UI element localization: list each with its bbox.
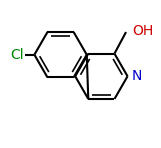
Text: N: N [131,69,142,83]
Text: Cl: Cl [10,48,24,62]
Text: OH: OH [132,24,153,37]
